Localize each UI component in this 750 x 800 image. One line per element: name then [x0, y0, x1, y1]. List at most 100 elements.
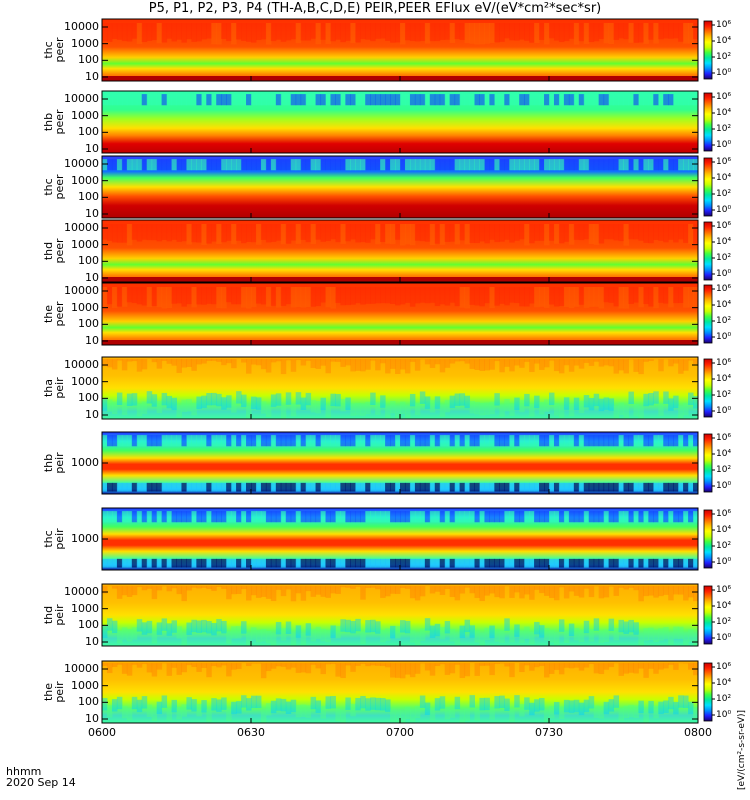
noise-band [171, 159, 177, 171]
noise-band [529, 94, 535, 106]
noise-band [285, 94, 292, 106]
noise-band [459, 435, 466, 447]
flux-streak [643, 663, 649, 678]
noise-band [573, 482, 580, 492]
flux-streak [186, 287, 192, 305]
y-tick-label: 10 [85, 334, 99, 347]
colorbar-tick-label: 10⁴ [716, 173, 732, 183]
noise-band [216, 558, 222, 568]
flux-streak [231, 224, 237, 245]
flux-streak [211, 224, 217, 242]
noise-band [290, 511, 297, 523]
noise-band [102, 511, 108, 523]
noise-band [102, 558, 108, 568]
noise-band [385, 435, 391, 447]
noise-band [355, 482, 361, 492]
noise-band [146, 435, 153, 447]
flux-streak [395, 23, 401, 43]
flux-streak [131, 224, 138, 240]
flux-streak [221, 23, 227, 39]
flux-streak [658, 701, 664, 715]
flux-streak [683, 224, 689, 243]
flux-streak [608, 586, 615, 587]
noise-band [201, 482, 207, 492]
noise-band [116, 511, 123, 523]
noise-band [275, 511, 282, 523]
flux-streak [111, 401, 118, 414]
flux-streak [404, 586, 411, 589]
flux-streak [464, 224, 471, 245]
panel-label-quantity: peer [53, 301, 66, 327]
flux-streak [484, 402, 490, 415]
flux-streak [285, 586, 292, 590]
noise-band [504, 94, 510, 106]
noise-band [494, 159, 500, 171]
flux-streak [236, 701, 242, 714]
noise-band [111, 435, 118, 447]
noise-band [598, 511, 605, 523]
flux-streak [409, 359, 416, 362]
noise-band [196, 482, 202, 492]
noise-band [151, 482, 158, 492]
flux-streak [588, 586, 595, 598]
noise-band [693, 94, 699, 106]
flux-streak [464, 619, 471, 633]
flux-streak [126, 287, 133, 303]
noise-band [683, 482, 689, 492]
flux-streak [375, 663, 381, 666]
flux-streak [295, 586, 302, 594]
noise-band [251, 159, 257, 171]
flux-streak [275, 698, 282, 711]
flux-streak [568, 700, 575, 713]
flux-streak [265, 359, 272, 373]
noise-band [663, 558, 669, 568]
noise-band [573, 511, 580, 523]
noise-band [668, 159, 674, 171]
flux-streak [414, 586, 421, 601]
noise-band [668, 558, 674, 568]
noise-band [434, 558, 441, 568]
flux-streak [563, 663, 570, 668]
noise-band [156, 558, 163, 568]
noise-band [375, 159, 381, 171]
noise-band [613, 482, 620, 492]
flux-streak [613, 287, 620, 307]
noise-band [573, 94, 580, 106]
noise-band [300, 482, 307, 492]
flux-streak [449, 287, 456, 303]
flux-streak [106, 399, 113, 412]
noise-band [161, 435, 168, 447]
flux-streak [404, 359, 411, 374]
flux-streak [221, 586, 227, 589]
flux-streak [583, 663, 590, 668]
noise-band [121, 482, 128, 492]
flux-streak [375, 23, 381, 39]
noise-band [603, 558, 610, 568]
noise-band [544, 558, 550, 568]
flux-streak [241, 621, 247, 634]
noise-band [539, 511, 545, 523]
noise-band [484, 435, 490, 447]
noise-band [320, 511, 326, 523]
flux-streak [390, 586, 396, 594]
noise-band [380, 159, 386, 171]
flux-streak [568, 359, 575, 372]
flux-streak [216, 23, 222, 45]
flux-streak [151, 359, 158, 363]
flux-streak [558, 23, 565, 43]
flux-streak [449, 663, 456, 674]
noise-band [404, 558, 411, 568]
flux-streak [295, 359, 302, 361]
flux-streak [558, 359, 565, 374]
flux-streak [136, 663, 143, 668]
flux-streak [380, 359, 386, 364]
flux-streak [290, 699, 297, 713]
noise-band [300, 558, 307, 568]
flux-streak [360, 224, 366, 243]
flux-streak [598, 630, 605, 643]
flux-streak [573, 359, 580, 366]
flux-streak [549, 224, 555, 241]
flux-streak [444, 707, 451, 720]
noise-band [439, 435, 446, 447]
flux-streak [305, 359, 312, 361]
